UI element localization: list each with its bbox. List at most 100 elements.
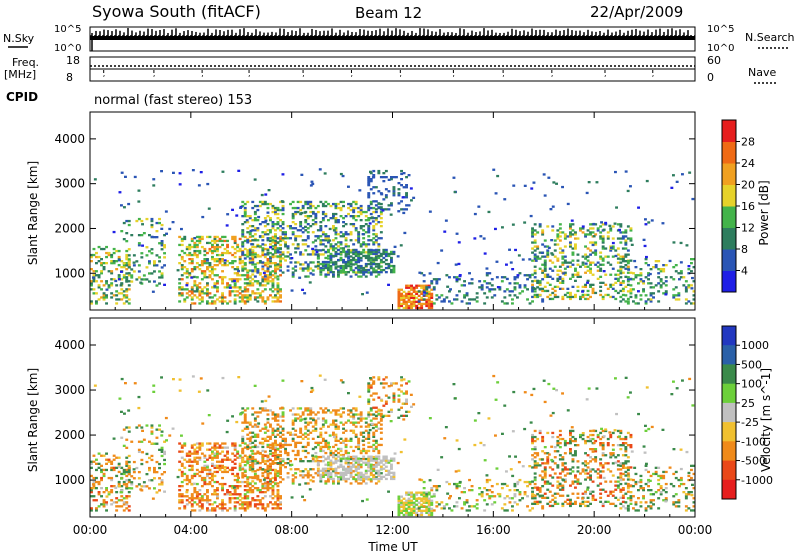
heatmap-cell bbox=[604, 273, 608, 276]
heatmap-cell bbox=[97, 452, 101, 455]
heatmap-cell bbox=[329, 471, 333, 474]
heatmap-cell bbox=[193, 241, 197, 245]
heatmap-cell bbox=[281, 419, 285, 422]
heatmap-cell bbox=[362, 455, 366, 458]
heatmap-cell bbox=[362, 248, 366, 252]
heatmap-cell bbox=[142, 278, 146, 281]
heatmap-cell bbox=[258, 272, 262, 275]
heatmap-cell bbox=[296, 468, 300, 471]
heatmap-cell bbox=[294, 429, 298, 432]
heatmap-cell bbox=[102, 262, 106, 265]
heatmap-cell bbox=[269, 246, 272, 249]
heatmap-cell bbox=[180, 288, 184, 291]
heatmap-cell bbox=[299, 223, 303, 226]
heatmap-cell bbox=[306, 223, 310, 226]
heatmap-cell bbox=[405, 511, 408, 514]
heatmap-cell bbox=[213, 258, 217, 261]
heatmap-cell bbox=[238, 485, 242, 488]
heatmap-cell bbox=[228, 458, 232, 461]
heatmap-cell bbox=[392, 475, 396, 478]
heatmap-cell bbox=[130, 276, 134, 279]
heatmap-cell bbox=[263, 284, 267, 287]
heatmap-cell bbox=[208, 442, 212, 445]
heatmap-cell bbox=[329, 411, 333, 414]
heatmap-cell bbox=[266, 296, 270, 299]
heatmap-cell bbox=[107, 284, 111, 287]
heatmap-cell bbox=[647, 272, 650, 275]
heatmap-cell bbox=[236, 472, 240, 476]
heatmap-cell bbox=[381, 209, 385, 212]
heatmap-cell bbox=[367, 465, 371, 468]
heatmap-cell bbox=[221, 507, 224, 510]
heatmap-cell bbox=[332, 202, 335, 206]
heatmap-cell bbox=[619, 300, 623, 303]
heatmap-cell bbox=[241, 300, 245, 303]
heatmap-cell bbox=[374, 459, 378, 462]
heatmap-cell bbox=[236, 450, 240, 453]
heatmap-cell bbox=[412, 507, 416, 510]
heatmap-cell bbox=[243, 274, 247, 277]
heatmap-cell bbox=[301, 411, 305, 414]
heatmap-cell bbox=[263, 460, 267, 463]
heatmap-cell bbox=[274, 266, 277, 269]
heatmap-cell bbox=[213, 489, 217, 492]
heatmap-cell bbox=[286, 462, 290, 465]
heatmap-cell bbox=[342, 465, 345, 468]
heatmap-cell bbox=[263, 423, 267, 426]
heatmap-cell bbox=[200, 476, 204, 480]
heatmap-cell bbox=[342, 204, 345, 208]
heatmap-cell bbox=[369, 212, 373, 216]
heatmap-cell bbox=[329, 461, 333, 464]
heatmap-cell bbox=[195, 296, 199, 299]
heatmap-cell bbox=[321, 455, 325, 458]
heatmap-cell bbox=[352, 248, 356, 252]
heatmap-cell bbox=[384, 455, 388, 458]
heatmap-cell bbox=[233, 442, 237, 445]
heatmap-cell bbox=[352, 210, 356, 214]
heatmap-cell bbox=[435, 280, 439, 283]
heatmap-cell bbox=[274, 241, 277, 245]
heatmap-cell bbox=[576, 259, 580, 262]
heatmap-cell bbox=[251, 278, 255, 281]
heatmap-cell bbox=[352, 463, 356, 466]
heatmap-cell bbox=[281, 221, 285, 224]
heatmap-cell bbox=[100, 478, 103, 482]
heatmap-cell bbox=[112, 294, 116, 297]
heatmap-cell bbox=[367, 423, 371, 426]
heatmap-cell bbox=[316, 455, 320, 459]
heatmap-cell bbox=[316, 471, 320, 474]
heatmap-cell bbox=[193, 472, 197, 476]
heatmap-cell bbox=[216, 239, 219, 243]
heatmap-cell bbox=[367, 425, 371, 428]
heatmap-cell bbox=[349, 462, 353, 465]
heatmap-cell bbox=[339, 465, 343, 468]
heatmap-cell bbox=[513, 282, 517, 285]
heatmap-cell bbox=[276, 284, 280, 287]
heatmap-cell bbox=[258, 489, 262, 492]
heatmap-cell bbox=[354, 262, 358, 266]
heatmap-cell bbox=[468, 272, 471, 275]
heatmap-cell bbox=[316, 470, 320, 473]
heatmap-cell bbox=[216, 298, 219, 301]
heatmap-cell bbox=[261, 497, 265, 500]
heatmap-cell bbox=[281, 212, 285, 216]
heatmap-cell bbox=[107, 286, 111, 289]
heatmap-cell bbox=[349, 215, 353, 218]
heatmap-cell bbox=[253, 470, 257, 473]
heatmap-cell bbox=[425, 511, 429, 514]
heatmap-cell bbox=[188, 245, 192, 249]
heatmap-cell bbox=[253, 433, 257, 436]
heatmap-cell bbox=[531, 280, 534, 283]
heatmap-cell bbox=[306, 265, 310, 268]
heatmap-cell bbox=[430, 511, 434, 514]
heatmap-cell bbox=[250, 243, 254, 246]
heatmap-cell bbox=[221, 170, 225, 173]
heatmap-cell bbox=[206, 507, 209, 510]
heatmap-cell bbox=[226, 302, 229, 305]
heatmap-cell bbox=[261, 458, 265, 461]
heatmap-cell bbox=[538, 287, 542, 290]
heatmap-cell bbox=[563, 271, 567, 274]
heatmap-cell bbox=[319, 441, 323, 444]
heatmap-cell bbox=[546, 249, 550, 252]
heatmap-cell bbox=[150, 217, 154, 221]
